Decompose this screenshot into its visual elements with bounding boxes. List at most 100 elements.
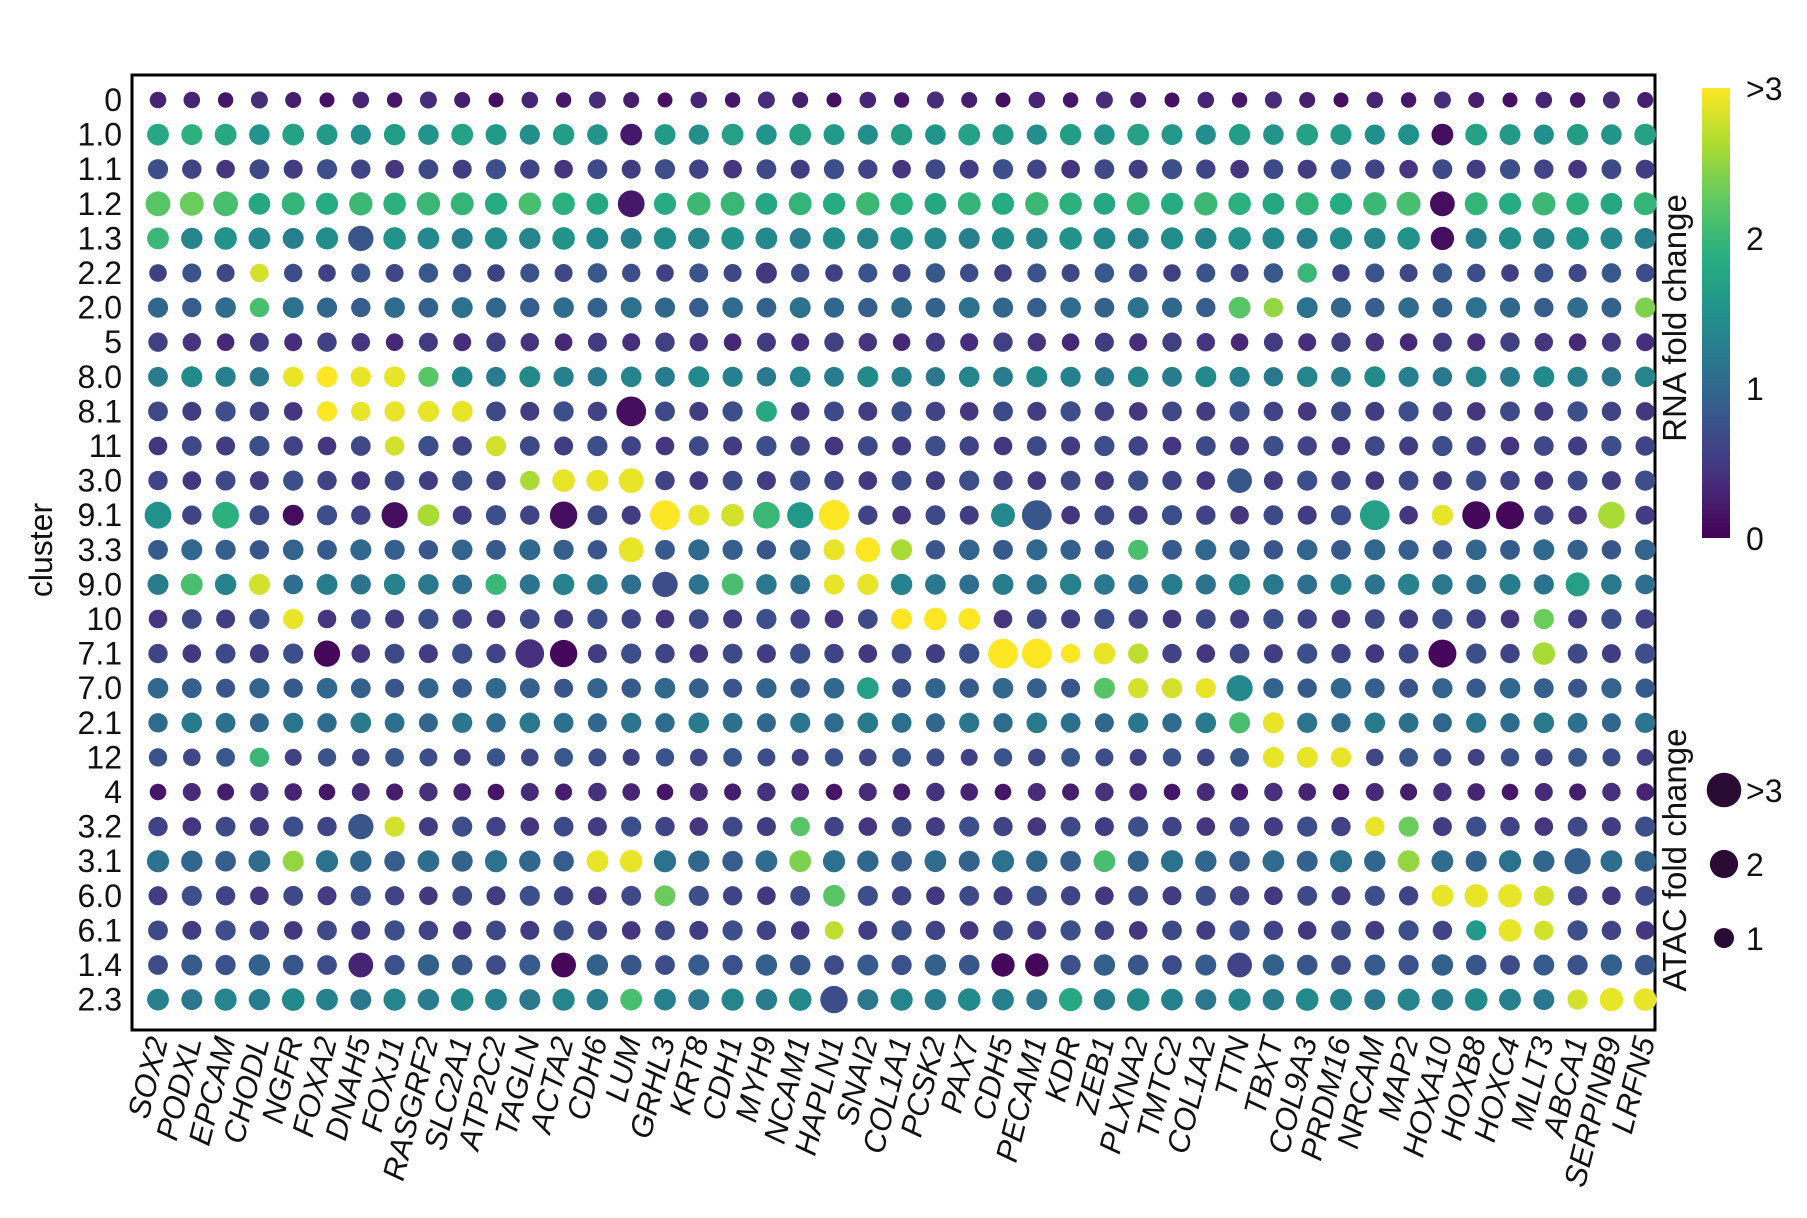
dot-6.1-HOXA10 [1432, 920, 1453, 941]
dot-9.0-SNAI2 [857, 573, 879, 595]
dot-6.0-PRDM16 [1331, 886, 1351, 906]
dot-0-ATP2C2 [488, 92, 504, 108]
dot-1.1-ACTA2 [554, 159, 573, 179]
dot-8.0-FOXJ1 [384, 366, 406, 388]
dot-2.2-TAGLN [520, 263, 540, 283]
dot-4-COL1A1 [893, 783, 911, 801]
dot-2.3-COL1A1 [890, 988, 913, 1011]
dot-6.0-PCSK2 [926, 886, 945, 906]
dot-1.2-COL1A2 [1194, 192, 1218, 216]
dot-3.3-TTN [1229, 539, 1250, 560]
dot-3.1-RASGRF2 [417, 850, 440, 873]
dot-10-EPCAM [216, 609, 236, 629]
dot-5-TMTC2 [1162, 332, 1182, 352]
dot-1.0-CHODL [249, 124, 270, 145]
dot-3.3-TAGLN [519, 539, 541, 561]
y-axis-label: cluster [23, 503, 59, 598]
dot-0-PLXNA2 [1130, 92, 1147, 108]
dot-1.3-ACTA2 [552, 227, 575, 250]
dot-2.2-ABCA1 [1568, 264, 1587, 282]
dot-7.1-HOXC4 [1500, 643, 1520, 664]
dot-4-MLLT3 [1534, 783, 1553, 801]
dot-0-NRCAM [1366, 91, 1384, 109]
dot-1.4-FOXJ1 [384, 954, 405, 976]
dot-1.0-ATP2C2 [485, 124, 507, 146]
dot-9.1-TTN [1230, 505, 1249, 525]
dot-7.0-KRT8 [688, 678, 709, 699]
dot-11-TBXT [1263, 435, 1284, 457]
dot-1.0-KDR [1059, 123, 1082, 146]
dot-6.1-SNAI2 [858, 920, 878, 940]
dot-2.0-LUM [620, 297, 642, 319]
dot-10-PCSK2 [924, 607, 947, 631]
dot-7.0-PCSK2 [925, 678, 946, 699]
dot-9.1-ACTA2 [549, 501, 578, 529]
dot-2.3-PCSK2 [924, 988, 947, 1011]
dot-4-ATP2C2 [487, 783, 505, 801]
dot-9.0-PRDM16 [1330, 573, 1352, 595]
dot-3.3-HAPLN1 [823, 539, 845, 561]
dot-10-PODXL [181, 609, 202, 629]
dot-3.2-COL1A2 [1196, 817, 1216, 836]
dot-9.1-SERPINB9 [1598, 501, 1625, 529]
dot-8.1-ZEB1 [1094, 401, 1115, 422]
dot-3.0-NCAM1 [790, 470, 811, 491]
dot-2.2-CDH5 [994, 264, 1012, 282]
dot-2.3-SLC2A1 [450, 988, 474, 1011]
dot-6.1-ABCA1 [1567, 920, 1588, 941]
dot-1.1-PCSK2 [925, 159, 946, 180]
dot-2.0-TTN [1228, 296, 1251, 319]
dot-8.0-SNAI2 [857, 366, 879, 388]
dot-4-PAX7 [960, 783, 978, 801]
dot-2.0-COL1A2 [1196, 297, 1216, 318]
dot-9.1-CDH5 [991, 503, 1015, 528]
dot-7.1-HOXB8 [1466, 643, 1487, 664]
dot-10-HAPLN1 [824, 609, 844, 629]
dot-5-PODXL [182, 333, 201, 352]
dot-3.1-COL1A1 [891, 850, 912, 872]
dot-6.1-MYH9 [756, 920, 777, 941]
dot-2.1-PCSK2 [925, 713, 945, 733]
dot-1.4-KRT8 [688, 954, 710, 976]
dot-3.2-TTN [1229, 816, 1250, 837]
dot-12-ZEB1 [1095, 748, 1114, 767]
dot-2.2-NRCAM [1365, 263, 1385, 283]
color-legend-title: RNA fold change [1656, 194, 1693, 442]
dot-11-ZEB1 [1094, 435, 1115, 457]
dot-1.1-PECAM1 [1027, 159, 1047, 179]
dot-3.1-SLC2A1 [451, 850, 473, 872]
dot-7.0-SERPINB9 [1601, 678, 1622, 699]
dot-8.1-CHODL [249, 401, 270, 422]
dot-2.2-FOXJ1 [385, 264, 404, 282]
dot-1.1-SERPINB9 [1601, 159, 1622, 180]
dot-6.0-MAP2 [1398, 886, 1419, 906]
dot-3.0-FOXJ1 [384, 470, 405, 491]
dot-1.0-MYH9 [756, 124, 777, 145]
dot-7.1-HAPLN1 [824, 643, 844, 664]
dot-8.1-PODXL [182, 401, 202, 421]
dot-1.4-PCSK2 [924, 954, 947, 976]
dot-0-CDH5 [995, 92, 1011, 108]
dot-2.1-NGFR [283, 712, 304, 733]
dot-11-MLLT3 [1533, 436, 1554, 456]
dot-1.2-SLC2A1 [450, 192, 474, 216]
dot-1.4-PLXNA2 [1127, 954, 1149, 976]
dot-3.2-KRT8 [689, 817, 709, 836]
dot-11-NCAM1 [790, 436, 810, 456]
dot-6.0-GRHL3 [654, 885, 676, 907]
dot-7.1-LUM [621, 643, 642, 664]
dot-6.0-PAX7 [959, 885, 980, 906]
dot-2.3-ATP2C2 [485, 988, 507, 1011]
dot-6.1-FOXA2 [317, 920, 337, 941]
dot-7.0-TTN [1226, 675, 1253, 702]
dot-2.1-EPCAM [215, 712, 236, 733]
dot-1.4-HOXA10 [1431, 954, 1454, 976]
dot-8.0-NCAM1 [789, 366, 811, 388]
dot-3.3-PAX7 [958, 539, 980, 561]
dot-3.3-MYH9 [756, 540, 777, 560]
dot-2.2-CHODL [250, 263, 269, 283]
dot-3.3-PECAM1 [1026, 539, 1048, 561]
dot-6.0-CHODL [250, 886, 269, 906]
dot-4-HOXA10 [1433, 782, 1452, 802]
dot-3.0-KRT8 [689, 471, 709, 490]
